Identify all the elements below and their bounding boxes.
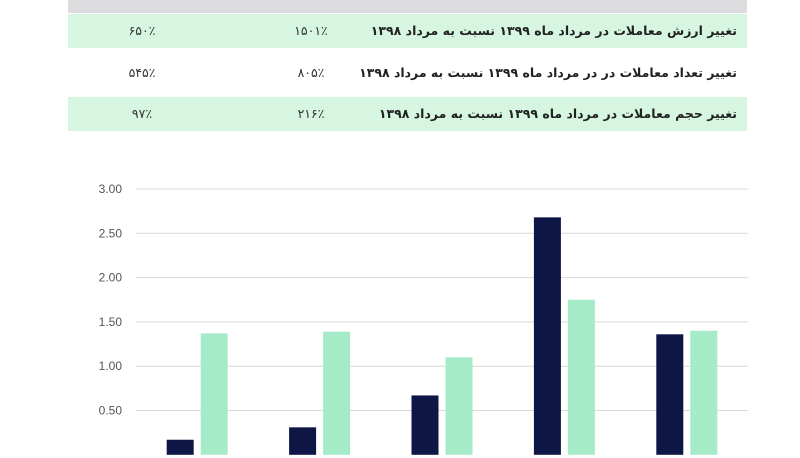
- bars: [166, 217, 718, 455]
- table-row: تغییر تعداد معاملات در در مرداد ماه ۱۳۹۹…: [68, 56, 747, 90]
- bar-chart: 0.50 1.00 1.50 2.00 2.50 3.00: [99, 182, 748, 455]
- row-value-col2: ۶۵۰٪: [128, 23, 156, 38]
- y-tick-label: 2.00: [99, 271, 123, 285]
- bar-series2-cat3: [445, 357, 473, 455]
- y-tick-label: 0.50: [99, 404, 123, 418]
- bar-series2-cat5: [690, 330, 718, 455]
- row-value-col1: ۱۵۰۱٪: [294, 23, 328, 38]
- bar-series2-cat2: [323, 331, 351, 455]
- bar-series1-cat4: [533, 217, 561, 455]
- y-tick-label: 3.00: [99, 182, 123, 196]
- table-header: [68, 0, 747, 13]
- bar-series2-cat1: [200, 333, 228, 455]
- gridlines: [136, 188, 748, 411]
- bar-series1-cat2: [289, 427, 317, 455]
- bar-series1-cat5: [656, 334, 684, 455]
- row-label: تغییر حجم معاملات در مرداد ماه ۱۳۹۹ نسبت…: [378, 106, 737, 121]
- row-label: تغییر ارزش معاملات در مرداد ماه ۱۳۹۹ نسب…: [370, 23, 737, 38]
- table-row: تغییر حجم معاملات در مرداد ماه ۱۳۹۹ نسبت…: [68, 97, 747, 131]
- row-value-col1: ۸۰۵٪: [297, 65, 325, 80]
- y-tick-label: 2.50: [99, 226, 123, 240]
- row-value-col2: ۹۷٪: [131, 106, 153, 121]
- y-axis-ticks: 0.50 1.00 1.50 2.00 2.50 3.00: [99, 182, 123, 418]
- bar-series1-cat1: [166, 439, 194, 455]
- row-value-col2: ۵۴۵٪: [128, 65, 156, 80]
- bar-series1-cat3: [411, 395, 439, 455]
- bar-series2-cat4: [567, 299, 595, 455]
- y-tick-label: 1.00: [99, 359, 123, 373]
- row-label: تغییر تعداد معاملات در در مرداد ماه ۱۳۹۹…: [359, 65, 737, 80]
- row-value-col1: ۲۱۶٪: [297, 106, 325, 121]
- table-row: تغییر ارزش معاملات در مرداد ماه ۱۳۹۹ نسب…: [68, 14, 747, 48]
- y-tick-label: 1.50: [99, 315, 123, 329]
